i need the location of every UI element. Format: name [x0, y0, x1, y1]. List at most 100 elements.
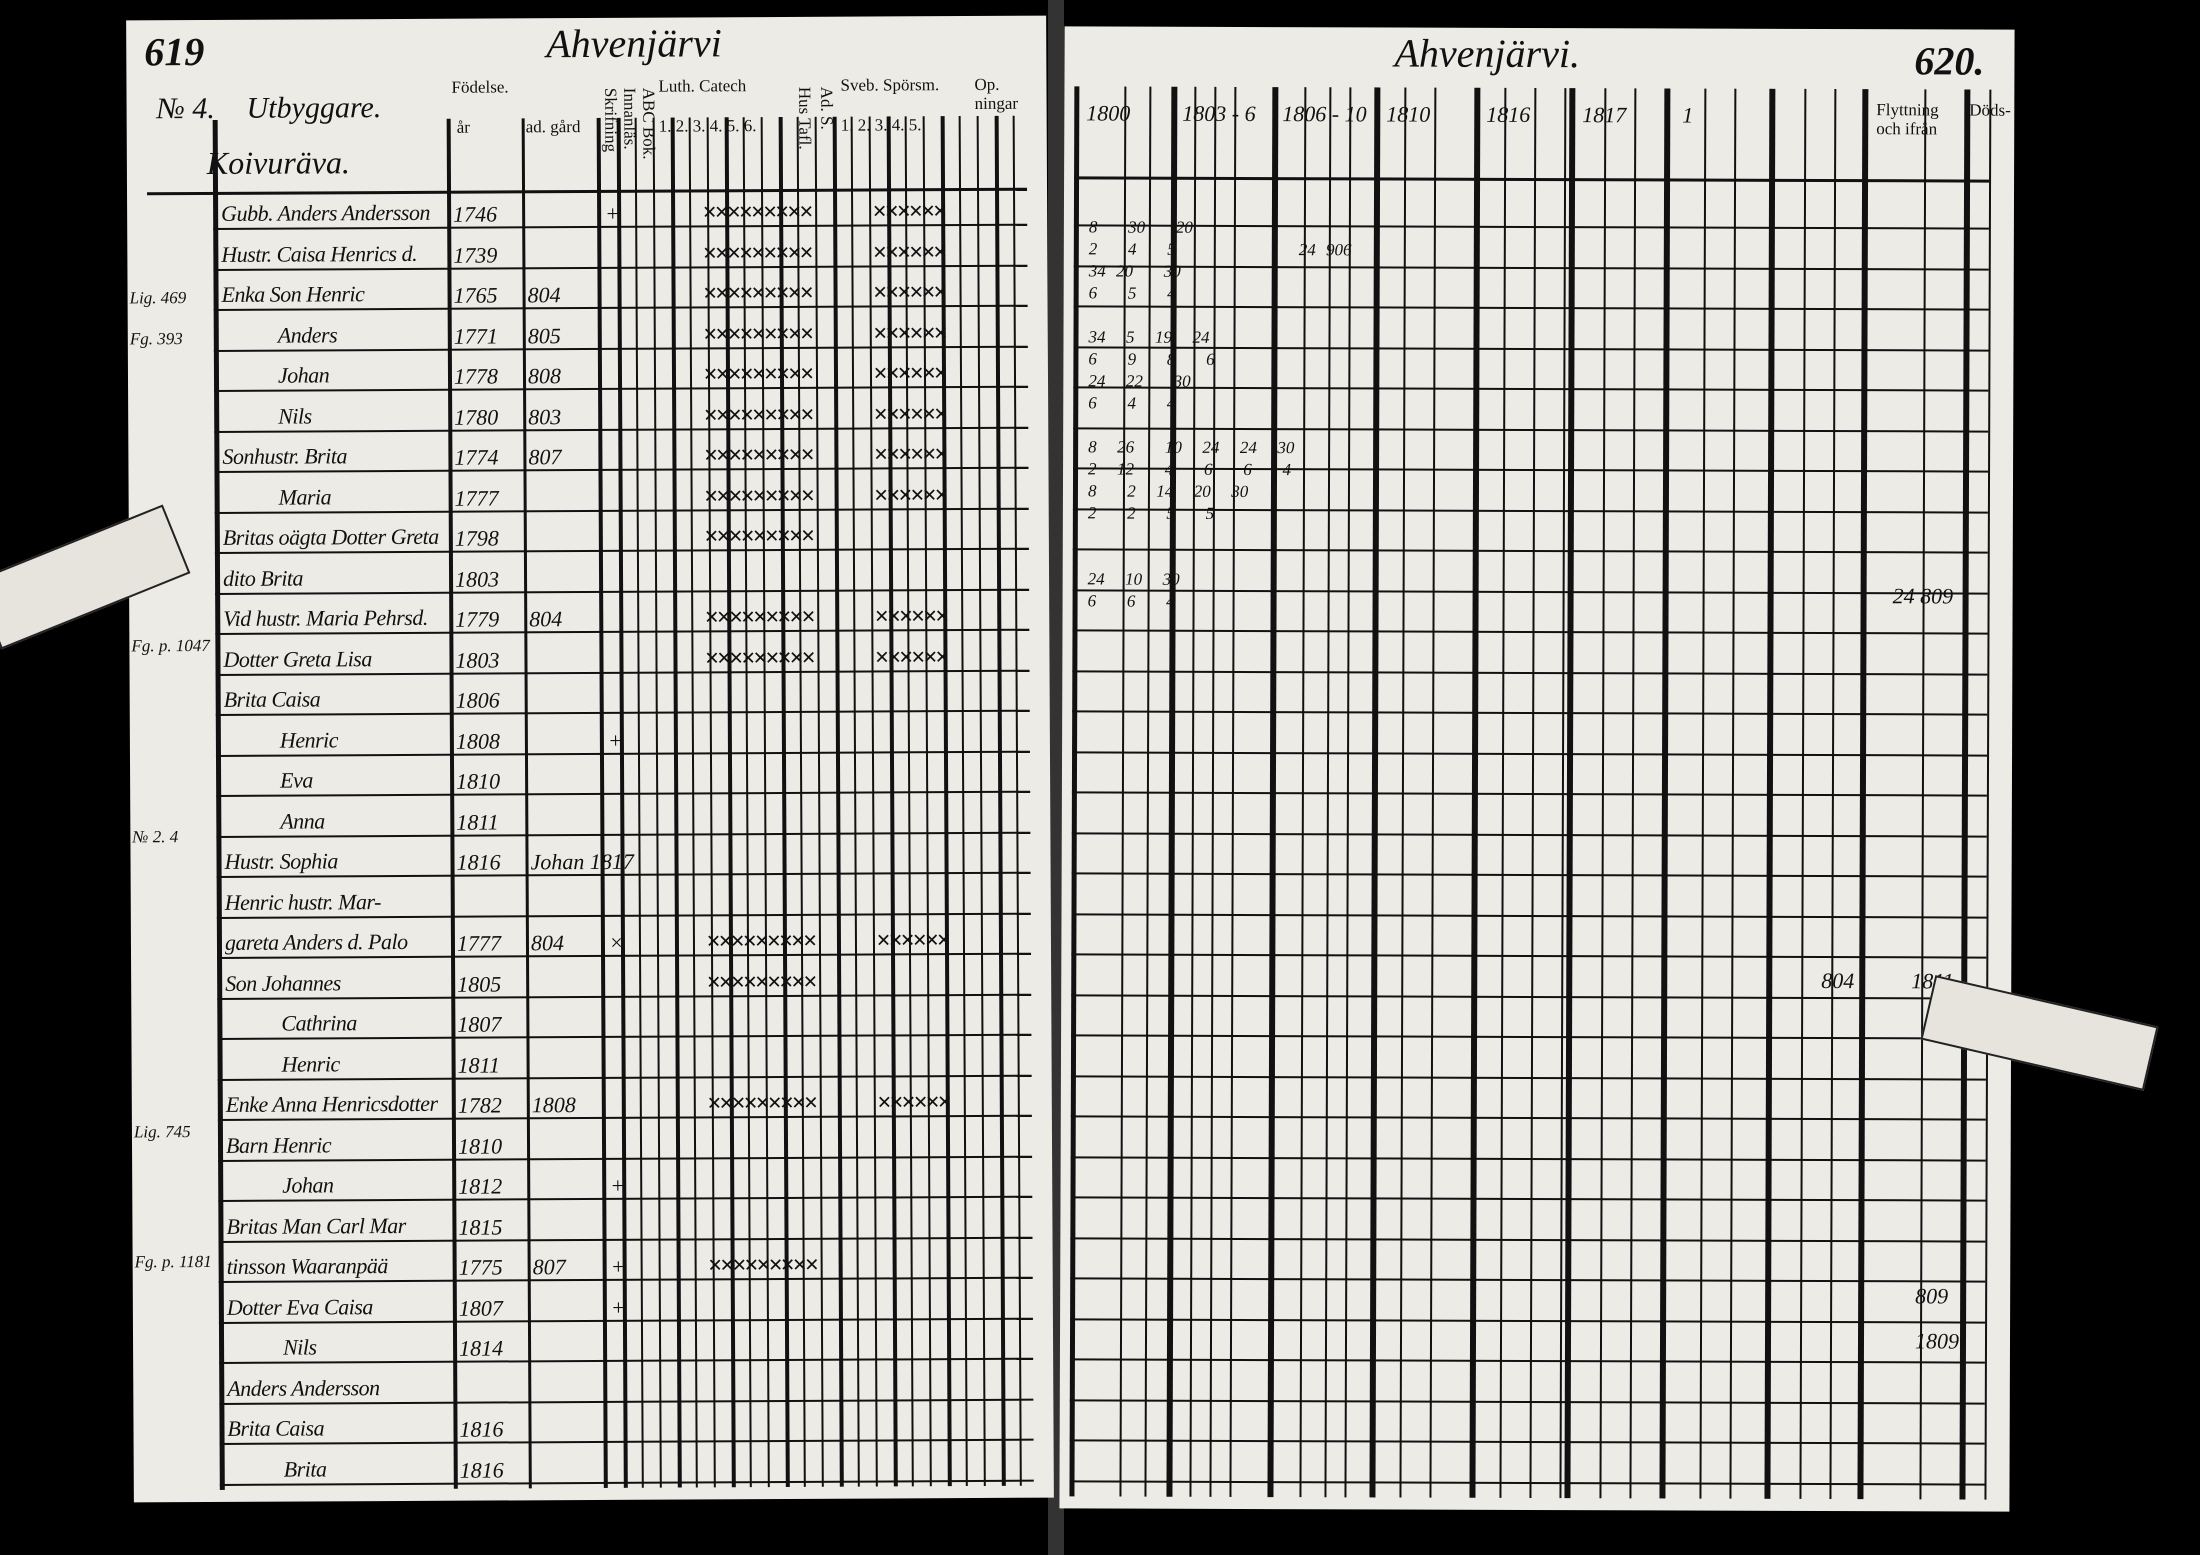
birth-year: 1810 [457, 1132, 503, 1159]
birth-year: 1739 [453, 241, 498, 268]
birth-year: 1782 [457, 1092, 502, 1118]
person-name: Eva [280, 767, 313, 793]
household-number: № 4. [156, 91, 215, 126]
death-note: 24 809 [1892, 583, 1954, 609]
exam-marks-catechism: ✕✕✕✕✕✕✕✕✕ [706, 1092, 816, 1115]
column-header: år [456, 117, 470, 137]
note-mark: + [610, 1294, 626, 1320]
table-row: Hustr. Sophia 1816 Johan 1817 [130, 842, 1050, 887]
birth-year: 1808 [455, 727, 500, 754]
row-rule [1073, 386, 1989, 392]
table-row: Dotter Eva Caisa 1807 + [133, 1287, 1053, 1332]
year-entry: 24 22 30 [1088, 371, 1191, 391]
exam-marks-questions: ✕✕✕✕✕✕ [872, 322, 946, 345]
right-page: Ahvenjärvi. 620. 1800 1803 - 6 1806 - 10 18… [1059, 26, 2015, 1512]
year-header: 1 [1682, 102, 1694, 128]
person-name: Britas oägta Dotter Greta [222, 523, 439, 550]
moved-in-year: Johan 1817 [530, 848, 634, 875]
row-rule [1072, 710, 1988, 716]
page-number: 619 [144, 29, 205, 75]
exam-marks-questions: ✕✕✕✕✕✕ [872, 241, 945, 264]
note-mark: + [610, 1172, 626, 1198]
exam-marks-questions: ✕✕✕✕✕✕ [875, 930, 949, 952]
year-header: 1806 - 10 [1282, 101, 1367, 127]
birth-year: 1816 [459, 1416, 504, 1442]
row-rule [1070, 1277, 1986, 1283]
person-name: Britas Man Carl Mar [226, 1212, 406, 1239]
table-row: Cathrina 1807 [131, 1004, 1051, 1049]
year-entry: 8 26 10 24 24 30 [1088, 437, 1295, 458]
row-rule [1071, 953, 1987, 959]
row-rule [1071, 912, 1987, 919]
year-entry: 6 5 4 [1088, 283, 1176, 303]
person-name: Son Johannes [225, 969, 341, 996]
row-rule [1072, 588, 1988, 595]
table-row: Enke Anna Henricsdotter 1782 1808 ✕✕✕✕✕✕✕✕✕… [132, 1085, 1052, 1130]
row-rule [1069, 1479, 1985, 1486]
year-header: 1810 [1386, 101, 1431, 127]
birth-year: 1811 [456, 808, 499, 835]
table-row: Johan 1778 808 ✕✕✕✕✕✕✕✕✕ ✕✕✕✕✕✕ [128, 356, 1048, 401]
person-name: Sonhustr. Brita [222, 443, 348, 469]
person-name: Anna [280, 807, 325, 834]
exam-marks-catechism: ✕✕✕✕✕✕✕✕✕ [702, 201, 811, 224]
household-type: Utbyggare. [246, 91, 382, 125]
birth-year: 1810 [456, 768, 501, 794]
person-name: Brita [283, 1455, 327, 1482]
exam-marks-catechism: ✕✕✕✕✕✕✕✕✕ [705, 930, 815, 953]
year-entry: 8 30 20 [1088, 217, 1193, 237]
table-row: Johan 1812 + [132, 1166, 1052, 1211]
parish-title: Ahvenjärvi [546, 20, 722, 67]
row-rule [1072, 750, 1988, 757]
person-name: Nils [278, 402, 312, 429]
row-rule [1072, 548, 1988, 554]
row-rule [1070, 1155, 1986, 1162]
table-row: Brita 1816 [134, 1449, 1054, 1494]
year-entry: 8 2 14 20 30 [1087, 481, 1249, 501]
row-rule [1073, 426, 1989, 433]
margin-notes: Lig. 469 Fg. 393 Fg. p. 1047 № 2. 4 Lig. 745… [126, 16, 1046, 1271]
table-row: Gubb. Anders Andersson 1746 + ✕✕✕✕✕✕✕✕✕ ✕✕✕✕… [127, 194, 1047, 239]
person-name: Anders [277, 321, 338, 348]
person-name: Johan [282, 1172, 334, 1198]
person-name: Henric [279, 726, 339, 753]
exam-marks-catechism: ✕✕✕✕✕✕✕✕✕ [702, 323, 812, 345]
note-mark: + [605, 200, 621, 226]
exam-marks-questions: ✕✕✕✕✕✕ [874, 606, 947, 628]
exam-marks-catechism: ✕✕✕✕✕✕✕✕✕ [702, 242, 812, 264]
table-row: tinsson Waaranpää 1775 807 + ✕✕✕✕✕✕✕✕✕ [133, 1247, 1053, 1292]
person-name: Enka Son Henric [221, 281, 365, 307]
year-entry: 6 4 4 [1088, 393, 1176, 413]
register-entries: 8 30 20 2 4 5 24 906 34 20 30 6 5 4 34 5 19 … [1065, 26, 2015, 1353]
birth-year: 1803 [454, 565, 500, 592]
moved-in-year: 1808 [531, 1092, 576, 1118]
moved-in-year: 804 [530, 930, 565, 956]
year-header: 1803 - 6 [1182, 100, 1256, 127]
moving-header: Flyttning och ifrån [1876, 100, 1939, 139]
row-rule [1070, 1074, 1986, 1081]
birth-year: 1780 [454, 403, 499, 430]
year-entry: 2 4 5 24 906 [1088, 239, 1352, 260]
exam-marks-catechism: ✕✕✕✕✕✕✕✕✕ [703, 404, 813, 426]
table-row: Anders 1771 805 ✕✕✕✕✕✕✕✕✕ ✕✕✕✕✕✕ [128, 315, 1048, 360]
table-row: Henric 1808 + [130, 720, 1050, 765]
row-rule [1071, 791, 1987, 797]
exam-marks-catechism: ✕✕✕✕✕✕✕✕✕ [704, 647, 814, 669]
moved-in-year: 804 [527, 282, 561, 308]
birth-year: 1807 [457, 1011, 502, 1037]
exam-marks-catechism: ✕✕✕✕✕✕✕✕✕ [702, 282, 812, 305]
person-name: Johan [277, 362, 330, 388]
table-row: Brita Caisa 1816 [133, 1409, 1053, 1454]
birth-year: 1812 [458, 1173, 503, 1199]
person-name: Dotter Eva Caisa [226, 1293, 373, 1320]
moved-in-year: 807 [528, 444, 562, 470]
exam-marks-catechism: ✕✕✕✕✕✕✕✕✕ [706, 971, 815, 993]
exam-marks-questions: ✕✕✕✕✕✕ [873, 484, 947, 507]
header-rule [1074, 176, 1990, 183]
column-header: Op. ningar [974, 74, 1019, 113]
row-rule [1070, 1115, 1986, 1121]
person-name: Cathrina [281, 1010, 357, 1036]
moved-in-year: 807 [532, 1254, 566, 1280]
exam-marks-questions: ✕✕✕✕✕✕ [876, 1092, 950, 1114]
exam-marks-catechism: ✕✕✕✕✕✕✕✕✕ [704, 606, 814, 629]
